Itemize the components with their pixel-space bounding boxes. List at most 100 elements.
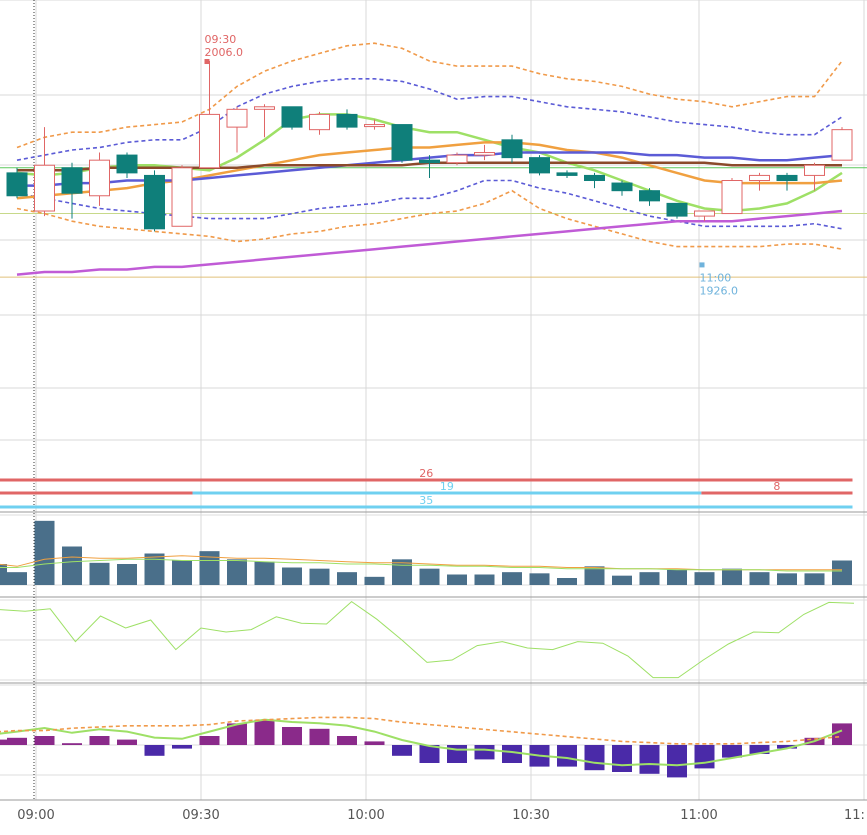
counter-panel: 26 8 19 35 bbox=[0, 467, 853, 509]
candle bbox=[529, 157, 550, 174]
candle bbox=[364, 124, 385, 128]
volume-bar bbox=[804, 573, 825, 585]
candle bbox=[721, 180, 743, 215]
volume-bar bbox=[557, 578, 577, 585]
candle bbox=[391, 124, 413, 161]
candle bbox=[611, 182, 633, 192]
counter-label: 26 bbox=[419, 467, 433, 480]
lower-band-1-line bbox=[16, 179, 843, 230]
macd-line bbox=[0, 716, 843, 745]
volume-bar bbox=[694, 572, 715, 585]
volume-bar bbox=[227, 559, 247, 585]
oscillator-line bbox=[0, 600, 855, 679]
volume-bar bbox=[364, 576, 385, 585]
macd-histogram-bar bbox=[557, 745, 577, 767]
upper-band-2-line bbox=[16, 42, 843, 149]
macd-histogram-bar bbox=[612, 745, 632, 772]
x-axis: 09:00 09:30 10:00 10:30 11:00 11: bbox=[17, 808, 865, 823]
candle bbox=[501, 139, 523, 159]
macd-histogram-bar bbox=[502, 745, 522, 763]
annotation-time: 09:30 bbox=[205, 33, 237, 46]
volume-bar bbox=[612, 575, 632, 585]
macd-histogram-bar bbox=[309, 728, 330, 745]
candle bbox=[584, 174, 605, 182]
macd-histogram-bar bbox=[282, 727, 302, 745]
macd-histogram-bar bbox=[419, 745, 440, 763]
volume-bar bbox=[7, 572, 27, 585]
candle bbox=[226, 108, 248, 128]
volume-bar bbox=[309, 568, 330, 585]
candle bbox=[89, 159, 110, 197]
sma-short-line bbox=[16, 113, 843, 213]
macd-histogram-bar bbox=[364, 741, 385, 745]
candle bbox=[6, 172, 28, 197]
volume-bar bbox=[777, 573, 797, 585]
volume-bar bbox=[447, 574, 467, 585]
macd-histogram-bar bbox=[392, 745, 412, 756]
lower-band-2-line bbox=[16, 189, 843, 250]
candle bbox=[556, 172, 578, 176]
volume-bar bbox=[392, 559, 412, 585]
candle bbox=[639, 190, 660, 202]
upper-band-1-line bbox=[16, 78, 843, 161]
macd-histogram-bar bbox=[639, 745, 660, 774]
volume-bar bbox=[502, 572, 522, 585]
candle bbox=[446, 154, 468, 164]
annotation-marker bbox=[204, 59, 210, 65]
volume-panel bbox=[0, 520, 852, 585]
candle bbox=[171, 167, 193, 227]
x-tick-label: 10:00 bbox=[347, 808, 384, 823]
macd-histogram-bar bbox=[227, 723, 247, 745]
macd-histogram-bar bbox=[117, 739, 137, 745]
candle bbox=[831, 129, 853, 161]
volume-bar bbox=[584, 566, 605, 585]
macd-histogram-bar bbox=[777, 745, 797, 749]
volume-bar bbox=[254, 561, 275, 585]
candle bbox=[61, 167, 83, 194]
macd-histogram-bar bbox=[584, 745, 605, 771]
volume-bar bbox=[419, 568, 440, 585]
x-tick-label: 11: bbox=[844, 808, 865, 823]
annotation-value: 2006.0 bbox=[205, 46, 244, 59]
volume-bar bbox=[62, 546, 82, 585]
macd-histogram-bar bbox=[254, 719, 275, 745]
candle bbox=[34, 164, 55, 212]
macd-histogram-bar bbox=[62, 743, 82, 745]
sma-trend-line bbox=[16, 209, 843, 276]
volume-bar bbox=[474, 574, 495, 585]
candle bbox=[254, 106, 275, 110]
volume-bar bbox=[337, 572, 357, 585]
candle bbox=[776, 174, 798, 182]
candle bbox=[336, 113, 358, 128]
candle bbox=[749, 174, 770, 182]
volume-average-line bbox=[0, 558, 842, 572]
candle bbox=[694, 210, 715, 217]
annotation-marker bbox=[699, 262, 705, 268]
volume-bar bbox=[282, 567, 302, 585]
candle bbox=[474, 152, 495, 156]
candle bbox=[804, 164, 825, 176]
volume-bar bbox=[34, 520, 55, 585]
candle bbox=[144, 174, 165, 230]
macd-histogram-bar bbox=[667, 745, 687, 778]
macd-histogram-bar bbox=[7, 737, 27, 745]
macd-histogram-bar bbox=[474, 745, 495, 760]
candle bbox=[199, 113, 220, 169]
oscillator-panel bbox=[0, 600, 855, 679]
macd-histogram-bar bbox=[694, 745, 715, 769]
x-tick-label: 09:30 bbox=[182, 808, 219, 823]
grid-layer bbox=[0, 0, 867, 801]
macd-histogram-bar bbox=[144, 745, 165, 756]
macd-histogram-bar bbox=[722, 745, 742, 758]
counter-label: 35 bbox=[419, 494, 433, 507]
counter-label: 8 bbox=[773, 480, 780, 493]
macd-histogram-bar bbox=[172, 745, 192, 749]
macd-histogram-bar bbox=[89, 736, 110, 745]
volume-bar bbox=[117, 564, 137, 585]
counter-label: 19 bbox=[440, 480, 454, 493]
volume-bar bbox=[832, 560, 852, 585]
annotation-value: 1926.0 bbox=[700, 284, 739, 297]
volume-bar bbox=[0, 564, 7, 585]
volume-bar bbox=[172, 560, 192, 585]
